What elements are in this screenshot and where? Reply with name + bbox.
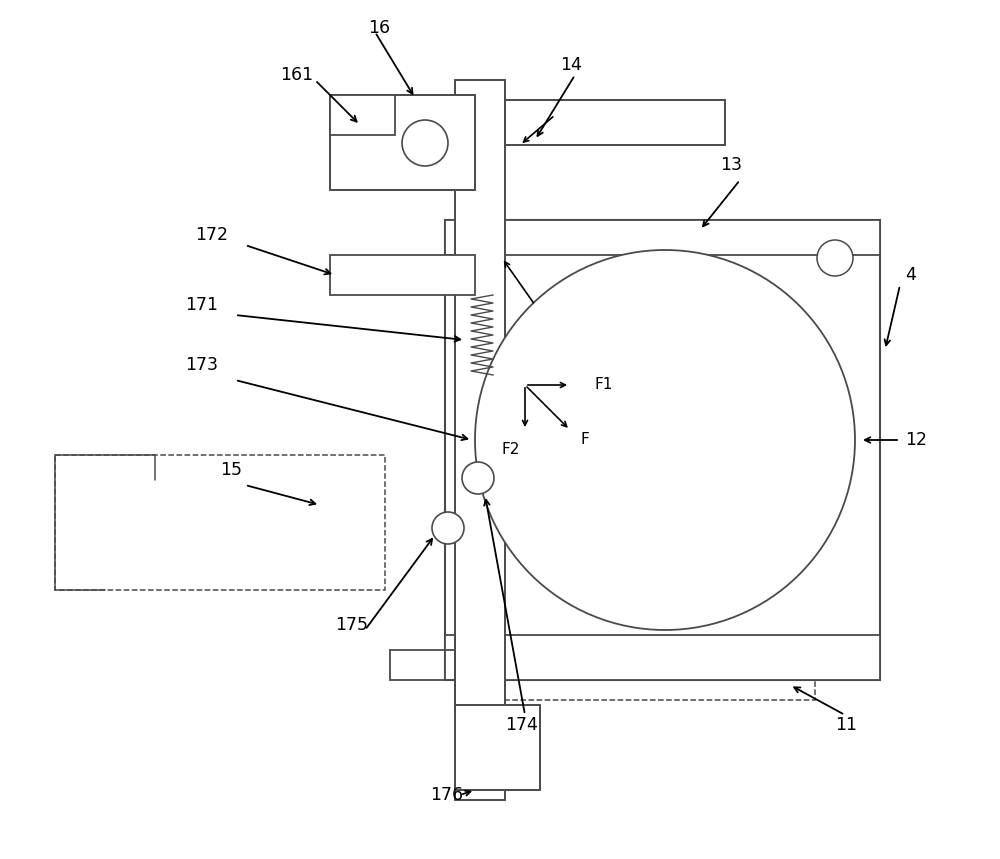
Text: 161: 161 xyxy=(280,66,313,84)
Text: 11: 11 xyxy=(835,716,857,734)
Text: 176: 176 xyxy=(430,786,463,804)
Text: F1: F1 xyxy=(595,377,613,393)
Bar xyxy=(330,95,475,190)
Text: 172: 172 xyxy=(195,226,228,244)
Text: 173: 173 xyxy=(185,356,218,374)
Text: 14: 14 xyxy=(560,56,582,74)
Bar xyxy=(330,255,475,295)
Bar xyxy=(330,95,395,135)
Bar xyxy=(445,220,880,680)
Bar xyxy=(445,220,880,255)
Bar xyxy=(55,455,385,590)
Text: 12: 12 xyxy=(905,431,927,449)
Bar xyxy=(505,100,725,145)
Circle shape xyxy=(432,512,464,544)
Circle shape xyxy=(817,240,853,276)
Bar xyxy=(445,635,880,680)
Bar xyxy=(455,705,540,790)
Text: 171: 171 xyxy=(185,296,218,314)
Text: 174: 174 xyxy=(505,716,538,734)
Text: 13: 13 xyxy=(720,156,742,174)
Text: 175: 175 xyxy=(335,616,368,634)
Bar xyxy=(505,635,815,700)
Circle shape xyxy=(462,462,494,494)
Text: F: F xyxy=(580,432,589,448)
Text: F2: F2 xyxy=(502,442,520,458)
Circle shape xyxy=(475,250,855,630)
Text: 4: 4 xyxy=(905,266,916,284)
Text: 16: 16 xyxy=(368,19,390,37)
Bar xyxy=(455,80,505,800)
Text: 15: 15 xyxy=(220,461,242,479)
Circle shape xyxy=(402,120,448,166)
